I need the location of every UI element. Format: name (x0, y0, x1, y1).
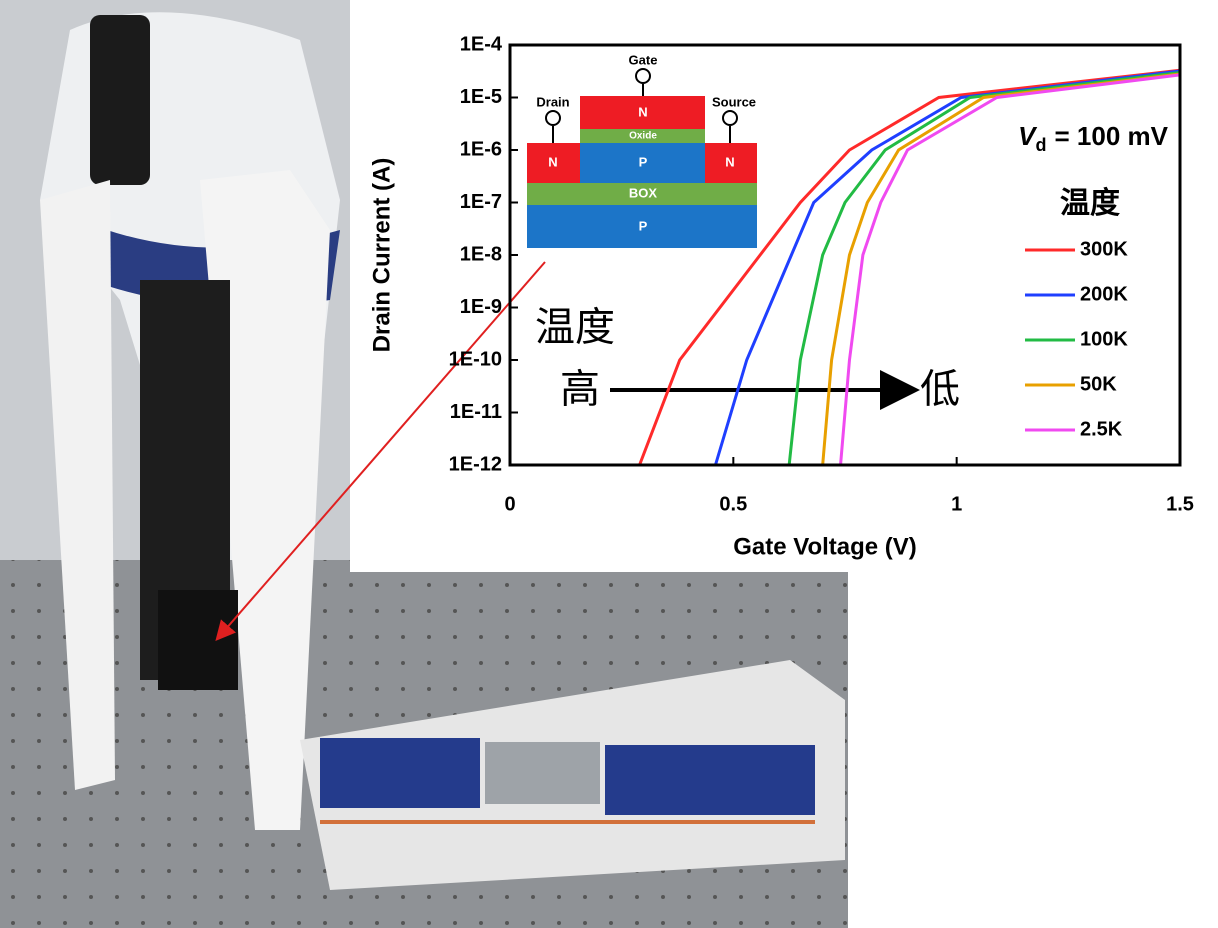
annotation-top: 温度 (535, 306, 615, 350)
legend-label: 2.5K (1080, 418, 1123, 440)
y-tick-label: 1E-11 (450, 401, 502, 423)
y-tick-label: 1E-6 (460, 138, 502, 160)
x-tick-label: 0.5 (719, 493, 747, 515)
x-tick-label: 1 (951, 493, 962, 515)
x-axis-label: Gate Voltage (V) (733, 533, 917, 560)
y-tick-label: 1E-7 (460, 191, 502, 213)
y-tick-label: 1E-4 (460, 33, 503, 55)
y-tick-label: 1E-10 (449, 348, 502, 370)
chart-panel (350, 0, 848, 572)
annotation-left: 高 (560, 368, 600, 412)
legend-label: 50K (1080, 373, 1117, 395)
page: Drain Current (A) Gate Voltage (V) Vd= 1… (0, 0, 1218, 928)
y-tick-label: 1E-8 (460, 243, 502, 265)
inset-label: BOX (629, 185, 658, 200)
legend-label: 300K (1080, 238, 1128, 260)
y-tick-label: 1E-9 (460, 296, 502, 318)
vd-subscript: d (1036, 135, 1047, 155)
annotation-right: 低 (920, 368, 960, 412)
legend-title: 温度 (1060, 187, 1120, 220)
inset-label: Gate (629, 52, 658, 67)
y-tick-label: 1E-5 (460, 86, 502, 108)
legend-label: 100K (1080, 328, 1128, 350)
inset-label: Oxide (629, 131, 657, 142)
inset-label: P (639, 154, 648, 169)
y-axis-label: Drain Current (A) (368, 158, 395, 353)
y-tick-label: 1E-12 (449, 453, 502, 475)
inset-label: N (548, 154, 557, 169)
inset-label: P (639, 218, 648, 233)
vd-rest: = 100 mV (1055, 121, 1169, 151)
inset-label: Source (712, 94, 756, 109)
x-tick-label: 1.5 (1166, 493, 1194, 515)
legend-label: 200K (1080, 283, 1128, 305)
x-tick-label: 0 (504, 493, 515, 515)
inset-label: N (725, 154, 734, 169)
inset-label: Drain (536, 94, 569, 109)
inset-label: N (638, 104, 647, 119)
